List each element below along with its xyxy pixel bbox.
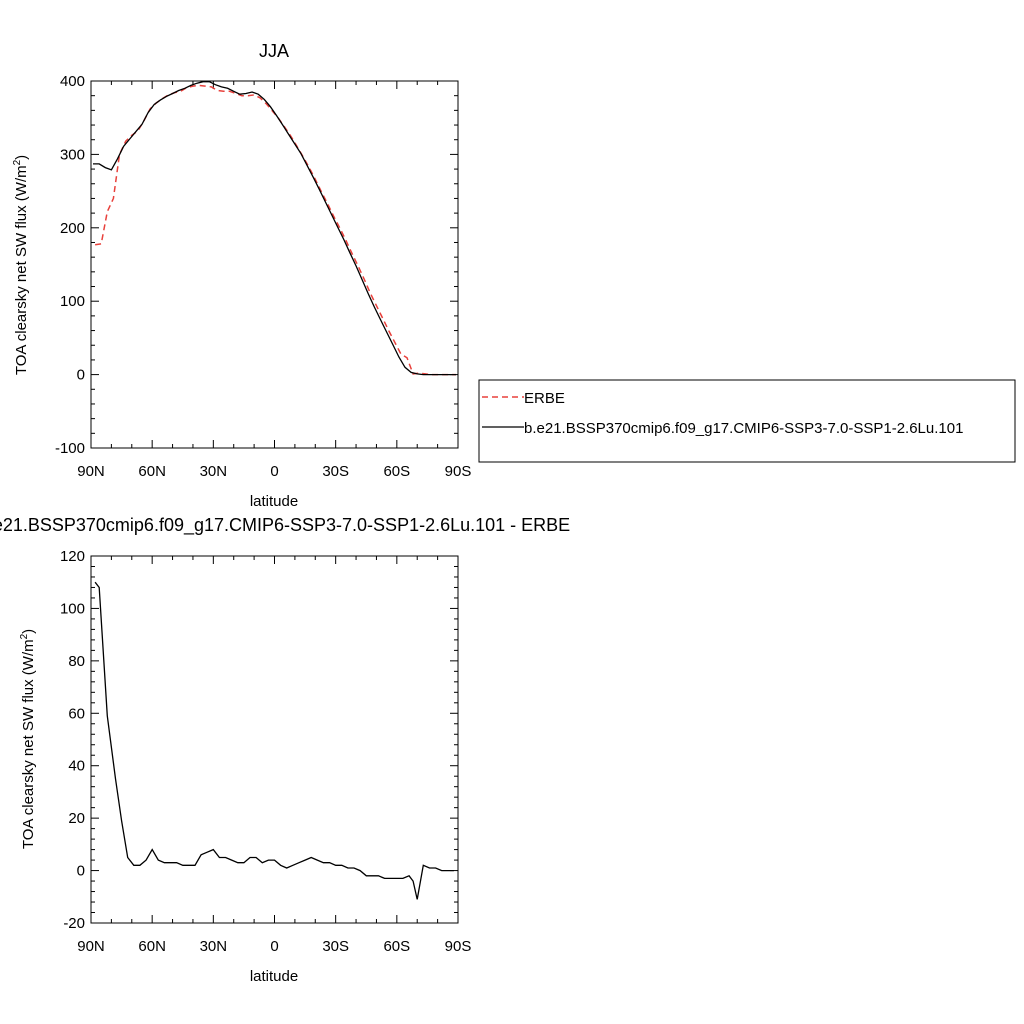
y-tick-label: -20 xyxy=(63,915,85,932)
plot-frame xyxy=(90,80,459,449)
x-axis-label: latitude xyxy=(250,968,298,985)
series-line-0 xyxy=(94,581,454,900)
y-tick-label: 20 xyxy=(68,810,85,827)
legend-label-erbe: ERBE xyxy=(524,390,565,407)
y-tick-label: 0 xyxy=(77,367,85,384)
y-axis-label: TOA clearsky net SW flux (W/m2) xyxy=(19,629,37,849)
x-tick-label: 90S xyxy=(445,938,472,955)
x-tick-label: 0 xyxy=(270,463,278,480)
x-tick-label: 90N xyxy=(77,938,105,955)
plot-frame xyxy=(90,555,459,924)
plot-area: 400 300 200 100 0 -100 90N 60N 30N 0 30S 60S 90S xyxy=(55,73,471,480)
chart-title: JJA xyxy=(259,41,289,61)
x-tick-label: 90S xyxy=(445,463,472,480)
series-line-0 xyxy=(95,84,456,376)
series-line-1 xyxy=(93,81,456,376)
y-tick-label: 80 xyxy=(68,653,85,670)
y-tick-label: 400 xyxy=(60,73,85,90)
x-tick-label: 30N xyxy=(200,463,228,480)
y-tick-label: 40 xyxy=(68,758,85,775)
y-tick-label: 100 xyxy=(60,293,85,310)
y-tick-label: 300 xyxy=(60,146,85,163)
chart-title: b.e21.BSSP370cmip6.f09_g17.CMIP6-SSP3-7.… xyxy=(0,515,570,536)
x-tick-label: 60S xyxy=(383,938,410,955)
y-tick-label: 60 xyxy=(68,705,85,722)
x-tick-label: 30S xyxy=(322,463,349,480)
difference-panel: b.e21.BSSP370cmip6.f09_g17.CMIP6-SSP3-7.… xyxy=(0,515,570,985)
y-tick-label: 0 xyxy=(77,863,85,880)
x-tick-label: 60N xyxy=(138,463,166,480)
y-axis-label: TOA clearsky net SW flux (W/m2) xyxy=(12,155,30,375)
legend: ERBE b.e21.BSSP370cmip6.f09_g17.CMIP6-SS… xyxy=(478,379,1016,463)
flux-panel: JJA 400 300 200 100 0 -100 90N 60N 30N 0 30S 60S 90S… xyxy=(12,41,471,510)
x-tick-label: 90N xyxy=(77,463,105,480)
x-tick-label: 60N xyxy=(138,938,166,955)
x-tick-label: 0 xyxy=(270,938,278,955)
x-tick-label: 30S xyxy=(322,938,349,955)
legend-label-model: b.e21.BSSP370cmip6.f09_g17.CMIP6-SSP3-7.… xyxy=(524,420,963,437)
x-tick-label: 60S xyxy=(383,463,410,480)
y-tick-label: -100 xyxy=(55,440,85,457)
x-tick-label: 30N xyxy=(200,938,228,955)
y-tick-label: 200 xyxy=(60,220,85,237)
x-axis-label: latitude xyxy=(250,493,298,510)
legend-box xyxy=(478,379,1016,463)
plot-area: 120 100 80 60 40 20 0 -20 90N 60N 30N 0 30S 60S 90S xyxy=(60,548,471,955)
y-tick-label: 100 xyxy=(60,600,85,617)
y-tick-label: 120 xyxy=(60,548,85,565)
